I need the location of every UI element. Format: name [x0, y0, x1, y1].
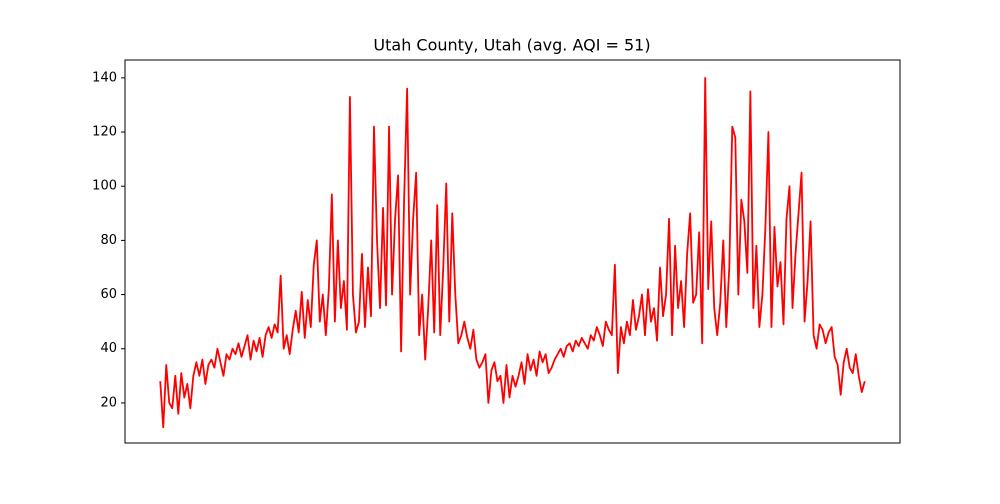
plot-frame	[124, 59, 901, 444]
y-tick-label: 100	[92, 179, 117, 194]
y-tick-label: 60	[100, 287, 117, 302]
y-tick-label: 20	[100, 395, 117, 410]
data-line	[159, 76, 866, 429]
y-tick-label: 40	[100, 341, 117, 356]
y-tick-label: 140	[92, 70, 117, 85]
chart-title: Utah County, Utah (avg. AQI = 51)	[373, 36, 650, 55]
y-tick-label: 120	[92, 125, 117, 140]
y-tick-label: 80	[100, 233, 117, 248]
